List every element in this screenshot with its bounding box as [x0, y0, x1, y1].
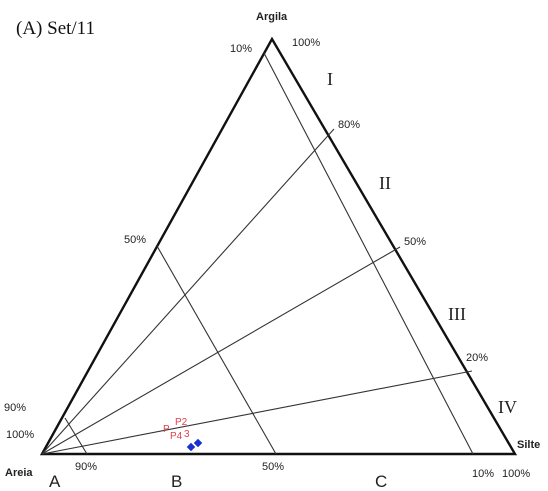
pct-left-50: 50% [124, 234, 146, 246]
zone-line-50 [156, 245, 277, 455]
class-label-ii: II [379, 173, 391, 193]
zone-label-c: C [375, 472, 387, 491]
pct-left-90: 90% [4, 402, 26, 414]
pct-top-left: 10% [230, 43, 252, 55]
pct-right-bottom: 100% [502, 468, 530, 480]
pct-bottom-50: 50% [262, 461, 284, 473]
pct-bottom-90: 90% [75, 461, 97, 473]
pct-right-80: 80% [338, 119, 360, 131]
pct-right-50: 50% [404, 236, 426, 248]
pct-bottom-10: 10% [472, 468, 494, 480]
zone-line-90 [64, 417, 88, 455]
point-label-3: 3 [184, 429, 190, 440]
point-label-p4: P4 [170, 431, 183, 442]
class-label-iv: IV [498, 397, 517, 417]
vertex-label-silte: Silte [517, 439, 540, 451]
zone-label-a: A [49, 472, 61, 491]
zone-line-10 [263, 52, 474, 455]
class-line-20 [41, 370, 473, 455]
pct-top-right: 100% [292, 37, 320, 49]
vertex-label-areia: Areia [5, 467, 33, 479]
triangle-outline [39, 36, 518, 456]
class-line-50 [41, 246, 401, 455]
point-label-p2: P2 [175, 417, 188, 428]
panel-title: (A) Set/11 [16, 18, 95, 39]
class-label-iii: III [448, 304, 466, 324]
class-label-i: I [327, 69, 333, 89]
vertex-label-argila: Argila [256, 11, 288, 23]
pct-right-20: 20% [466, 352, 488, 364]
pct-left-100: 100% [6, 429, 34, 441]
class-line-80 [41, 128, 335, 455]
point-label-p: P [163, 424, 170, 435]
zone-label-b: B [171, 472, 182, 491]
sample-marker [193, 438, 203, 448]
sample-marker [186, 442, 196, 452]
